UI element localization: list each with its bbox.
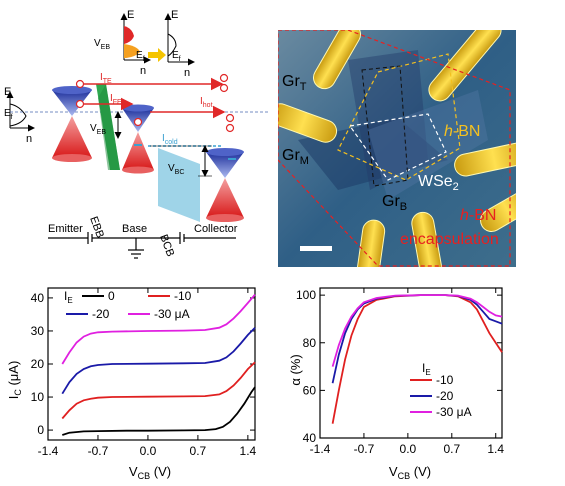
inset-energy-distribution-1: E n VEB Ef: [94, 9, 151, 77]
main-ef-label: Ef: [4, 108, 13, 121]
x-tick-label: 0.7: [443, 442, 460, 456]
emitter-cone-top: [52, 90, 92, 116]
legend-label-0: 0: [108, 289, 115, 303]
gr-m-label: GrM: [282, 147, 309, 167]
ic-axis-label: IC (μA): [6, 361, 23, 400]
wse2-outline: [348, 113, 447, 181]
y-tick-label: 10: [31, 390, 45, 404]
x-tick-label: -0.7: [354, 442, 375, 456]
hbn-label: h-BN: [444, 123, 480, 140]
y-tick-label: 0: [37, 423, 44, 437]
transition-arrow-icon: [148, 48, 166, 62]
inset1-ef-label: Ef: [136, 50, 145, 63]
series-line-1: [61, 361, 256, 420]
y-tick-label: 40: [303, 431, 317, 445]
emitter-label: Emitter: [48, 223, 83, 235]
inset1-n-label: n: [140, 65, 146, 77]
emitter-cone-bottom: [52, 116, 92, 158]
legend-title: IE: [64, 289, 73, 305]
main-n-label: n: [26, 133, 32, 145]
series-line-0: [331, 294, 503, 424]
series-line-2: [331, 294, 503, 367]
y-tick-label: 30: [31, 324, 45, 338]
legend-label-1: -10: [174, 289, 192, 303]
legend-label-0: -10: [436, 373, 454, 387]
series-line-2: [61, 327, 256, 395]
x-tick-label: -1.4: [38, 444, 59, 458]
gr-b-label: GrB: [382, 193, 407, 213]
inset2-ef-label: Ef: [172, 50, 181, 63]
inset1-hot-peak: [124, 26, 134, 44]
legend-label-1: -20: [436, 389, 454, 403]
bias-circuit: [48, 232, 236, 259]
encapsulation-label: encapsulation: [400, 231, 499, 248]
alpha-vs-vcb-chart: α (%) VCB (V) -1.4 -0.7 0.0 0.7 1.4 40 60 80 100…: [288, 287, 504, 480]
alpha-axis-label: α (%): [288, 354, 303, 385]
y-tick-label: 20: [31, 357, 45, 371]
inset2-e-label: E: [171, 9, 178, 21]
vcb-axis-label-d: VCB (V): [389, 464, 431, 480]
icold-label: Icold: [162, 133, 178, 146]
ihot-label: Ihot: [200, 96, 213, 109]
y-tick-label: 60: [303, 383, 317, 397]
legend-label-2: -20: [92, 307, 110, 321]
gr-t-label: GrT: [282, 73, 307, 93]
wse2-label: WSe2: [418, 173, 459, 193]
inset2-n-label: n: [184, 67, 190, 79]
graphene-outline: [361, 65, 409, 187]
x-tick-label: 1.4: [240, 444, 257, 458]
inset-energy-distribution-2: E n Ef: [164, 9, 195, 79]
legend-title: IE: [422, 361, 431, 377]
series-line-3: [61, 294, 256, 365]
y-tick-label: 100: [296, 288, 316, 302]
y-tick-label: 80: [303, 336, 317, 350]
collector-label: Collector: [194, 223, 238, 235]
inset1-veb-label: VEB: [94, 38, 110, 51]
vbc-label: VBC: [168, 163, 184, 176]
ebb-label: EBB: [87, 215, 106, 240]
cold-electron-icons: [134, 144, 236, 160]
veb-label: VEB: [90, 123, 106, 136]
wse2-flake: [368, 90, 488, 200]
base-label: Base: [122, 223, 147, 235]
x-tick-label: -0.7: [88, 444, 109, 458]
band-diagram-schematic: E n VEB Ef E n Ef E n Ef: [4, 9, 268, 259]
scale-bar: [300, 246, 332, 251]
base-collector-barrier: [158, 148, 200, 222]
x-tick-label: 1.4: [487, 442, 504, 456]
x-tick-label: 0.0: [140, 444, 157, 458]
plot-frame: [319, 287, 503, 439]
x-tick-label: -1.4: [310, 442, 331, 456]
y-tick-label: 40: [31, 291, 45, 305]
inset1-e-label: E: [127, 9, 134, 21]
device-micrograph: GrT GrM GrB h-BN WSe2 h-BN encapsulation: [278, 30, 516, 267]
ife-label: IFE: [110, 93, 122, 106]
vcb-axis-label: VCB (V): [129, 464, 171, 480]
electron-icons: [75, 73, 235, 133]
gold-electrodes: [278, 30, 516, 267]
ite-label: ITE: [100, 72, 112, 85]
ic-vs-vcb-chart: IC (μA) VCB (V) -1.4 -0.7 0.0 0.7 1.4 0 10 20 30…: [6, 287, 257, 480]
main-e-label: E: [4, 86, 11, 98]
x-tick-label: 0.0: [400, 442, 417, 456]
series-line-0: [62, 386, 256, 436]
x-tick-label: 0.7: [190, 444, 207, 458]
base-cone-bottom: [122, 132, 154, 170]
inset1-cold-peak: [124, 44, 140, 58]
legend-label-3: -30 μA: [154, 307, 190, 321]
hbn-outline: [337, 53, 461, 181]
hbn-encaps-label: h-BN: [460, 207, 496, 224]
collector-cone-bottom: [206, 178, 244, 218]
bcb-label: BCB: [157, 233, 176, 258]
legend-label-2: -30 μA: [436, 405, 472, 419]
